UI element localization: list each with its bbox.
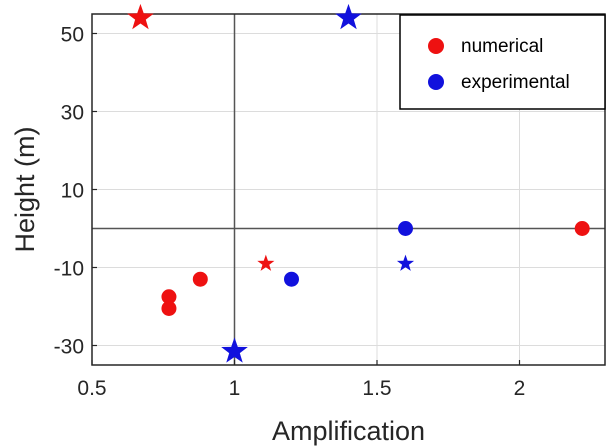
axis-ticks: 0.5 1 1.5 2 -30 -10 10 30 50 [54,24,526,401]
legend-marker-numerical [428,38,444,54]
x-tick-label: 1 [229,377,241,400]
data-point-experimental-star [396,254,415,271]
legend-label-experimental: experimental [461,72,570,93]
x-tick-label: 0.5 [77,377,106,400]
y-tick-label: 50 [61,24,84,47]
data-points [127,3,590,363]
legend: numerical experimental [399,14,606,110]
x-axis-title: Amplification [272,416,425,446]
y-axis-title: Height (m) [10,126,40,252]
data-point-experimental-circle [398,221,413,236]
data-point-experimental-star [221,337,248,363]
legend-label-numerical: numerical [461,36,543,57]
legend-marker-experimental [428,74,444,90]
x-tick-label: 1.5 [362,377,391,400]
y-tick-label: -30 [54,336,84,359]
reference-lines [92,14,605,365]
y-tick-label: 10 [61,180,84,203]
data-point-numerical-circle [574,221,590,236]
data-point-numerical-circle [161,300,177,316]
data-point-numerical-star [127,3,154,30]
legend-box [399,14,606,110]
x-tick-label: 2 [514,377,526,400]
data-point-numerical-circle [161,289,177,305]
data-point-experimental-star [335,3,362,30]
data-point-experimental-circle [284,271,299,287]
y-tick-label: 30 [61,102,84,125]
data-point-numerical-circle [192,271,208,287]
data-point-numerical-star [257,254,275,271]
y-tick-label: -10 [54,258,84,281]
